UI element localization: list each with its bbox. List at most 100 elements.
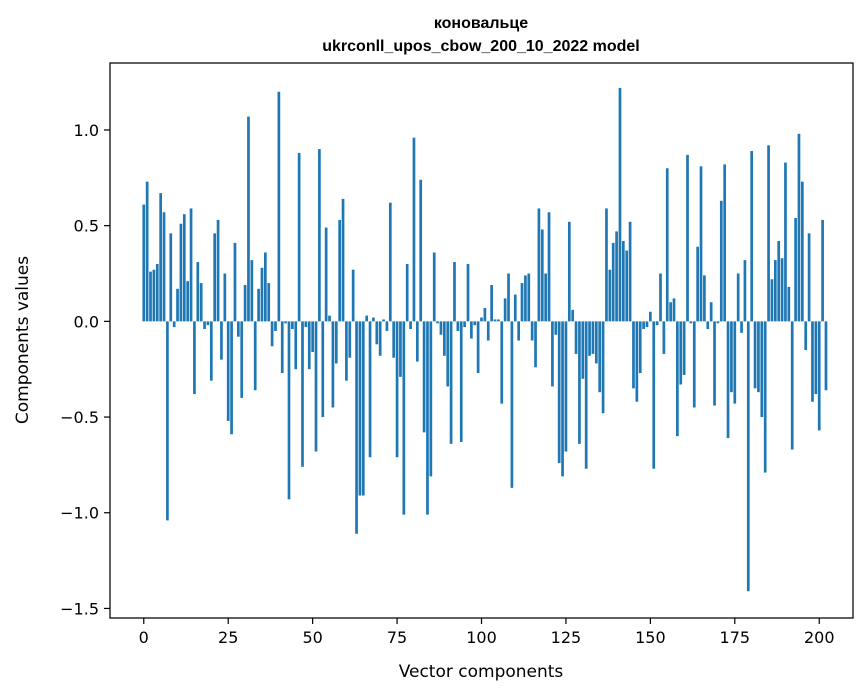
bar-178 (743, 260, 747, 322)
bar-39 (274, 321, 277, 331)
y-tick-label-4: 0.5 (74, 217, 99, 236)
bar-134 (594, 321, 598, 364)
bar-71 (382, 319, 385, 322)
bar-25 (226, 321, 230, 421)
bar-102 (486, 321, 490, 341)
bar-193 (794, 218, 797, 322)
bar-72 (385, 321, 389, 331)
bar-181 (753, 321, 757, 389)
bar-40 (277, 91, 281, 322)
bar-47 (301, 321, 304, 467)
bar-171 (719, 200, 723, 322)
bar-46 (297, 152, 301, 322)
bar-78 (405, 263, 409, 322)
bar-136 (601, 321, 605, 414)
bar-169 (713, 321, 716, 406)
bar-83 (422, 321, 426, 433)
bar-192 (790, 321, 794, 450)
bar-69 (375, 321, 379, 345)
bar-131 (584, 321, 588, 469)
bar-135 (598, 321, 602, 393)
x-tick-label-2: 50 (302, 628, 322, 647)
bar-63 (355, 321, 358, 534)
x-tick-label-7: 175 (720, 628, 751, 647)
bar-68 (372, 317, 375, 322)
bar-23 (220, 321, 223, 360)
x-tick-label-3: 75 (387, 628, 407, 647)
bar-70 (378, 321, 382, 356)
bar-112 (520, 283, 524, 322)
bar-147 (638, 321, 642, 374)
bar-180 (750, 151, 754, 322)
bar-35 (260, 267, 264, 322)
y-tick-label-3: 0.0 (74, 312, 99, 331)
bar-154 (662, 321, 666, 354)
bar-61 (348, 321, 352, 358)
bar-37 (267, 283, 271, 322)
bar-129 (578, 321, 581, 444)
bar-2 (149, 271, 152, 322)
bar-108 (507, 273, 510, 322)
bar-20 (209, 321, 213, 381)
bar-97 (470, 321, 473, 339)
bar-107 (503, 298, 507, 322)
bar-88 (439, 321, 443, 335)
bar-105 (497, 319, 500, 322)
bar-156 (669, 302, 672, 322)
bar-150 (649, 311, 652, 322)
bar-4 (155, 263, 159, 322)
bar-145 (632, 321, 635, 389)
bar-173 (726, 321, 730, 439)
bar-98 (473, 321, 477, 326)
bar-30 (243, 285, 247, 322)
bar-111 (517, 321, 520, 341)
bar-133 (591, 321, 595, 354)
bar-42 (284, 321, 287, 324)
bar-155 (665, 168, 669, 322)
bar-152 (655, 321, 659, 326)
bar-29 (240, 321, 244, 398)
bar-120 (547, 212, 551, 322)
y-tick-label-2: −0.5 (60, 408, 99, 427)
bar-9 (172, 321, 176, 328)
bar-90 (446, 321, 450, 387)
bar-65 (361, 321, 365, 496)
bar-100 (480, 317, 483, 322)
bar-149 (645, 321, 649, 328)
bar-95 (463, 321, 466, 328)
bar-22 (216, 219, 220, 322)
bar-153 (659, 273, 662, 322)
bar-116 (534, 321, 537, 368)
bar-157 (672, 298, 676, 322)
bar-139 (611, 242, 615, 322)
bar-24 (223, 273, 227, 322)
bar-74 (392, 321, 396, 358)
bar-17 (199, 283, 203, 322)
bar-49 (307, 321, 311, 370)
x-tick-label-6: 150 (635, 628, 666, 647)
bar-170 (716, 321, 720, 324)
bar-18 (203, 321, 206, 330)
bar-132 (588, 321, 591, 356)
x-tick-label-1: 25 (218, 628, 238, 647)
bar-91 (449, 321, 453, 444)
bar-187 (773, 260, 777, 322)
bar-92 (453, 262, 456, 322)
bar-196 (804, 321, 808, 351)
bar-75 (395, 321, 399, 458)
bar-183 (760, 321, 764, 418)
bar-115 (530, 321, 534, 341)
bar-118 (540, 229, 544, 322)
bar-104 (493, 319, 497, 322)
bar-99 (476, 321, 480, 374)
bar-8 (169, 233, 173, 322)
bar-201 (821, 219, 824, 322)
bar-117 (537, 208, 541, 322)
bar-185 (767, 145, 770, 322)
bar-124 (561, 321, 564, 477)
bar-172 (723, 164, 727, 322)
bar-119 (544, 273, 548, 322)
bar-48 (304, 321, 308, 328)
bar-141 (618, 87, 622, 322)
chart-subtitle: ukrconll_upos_cbow_200_10_2022 model (322, 38, 639, 55)
